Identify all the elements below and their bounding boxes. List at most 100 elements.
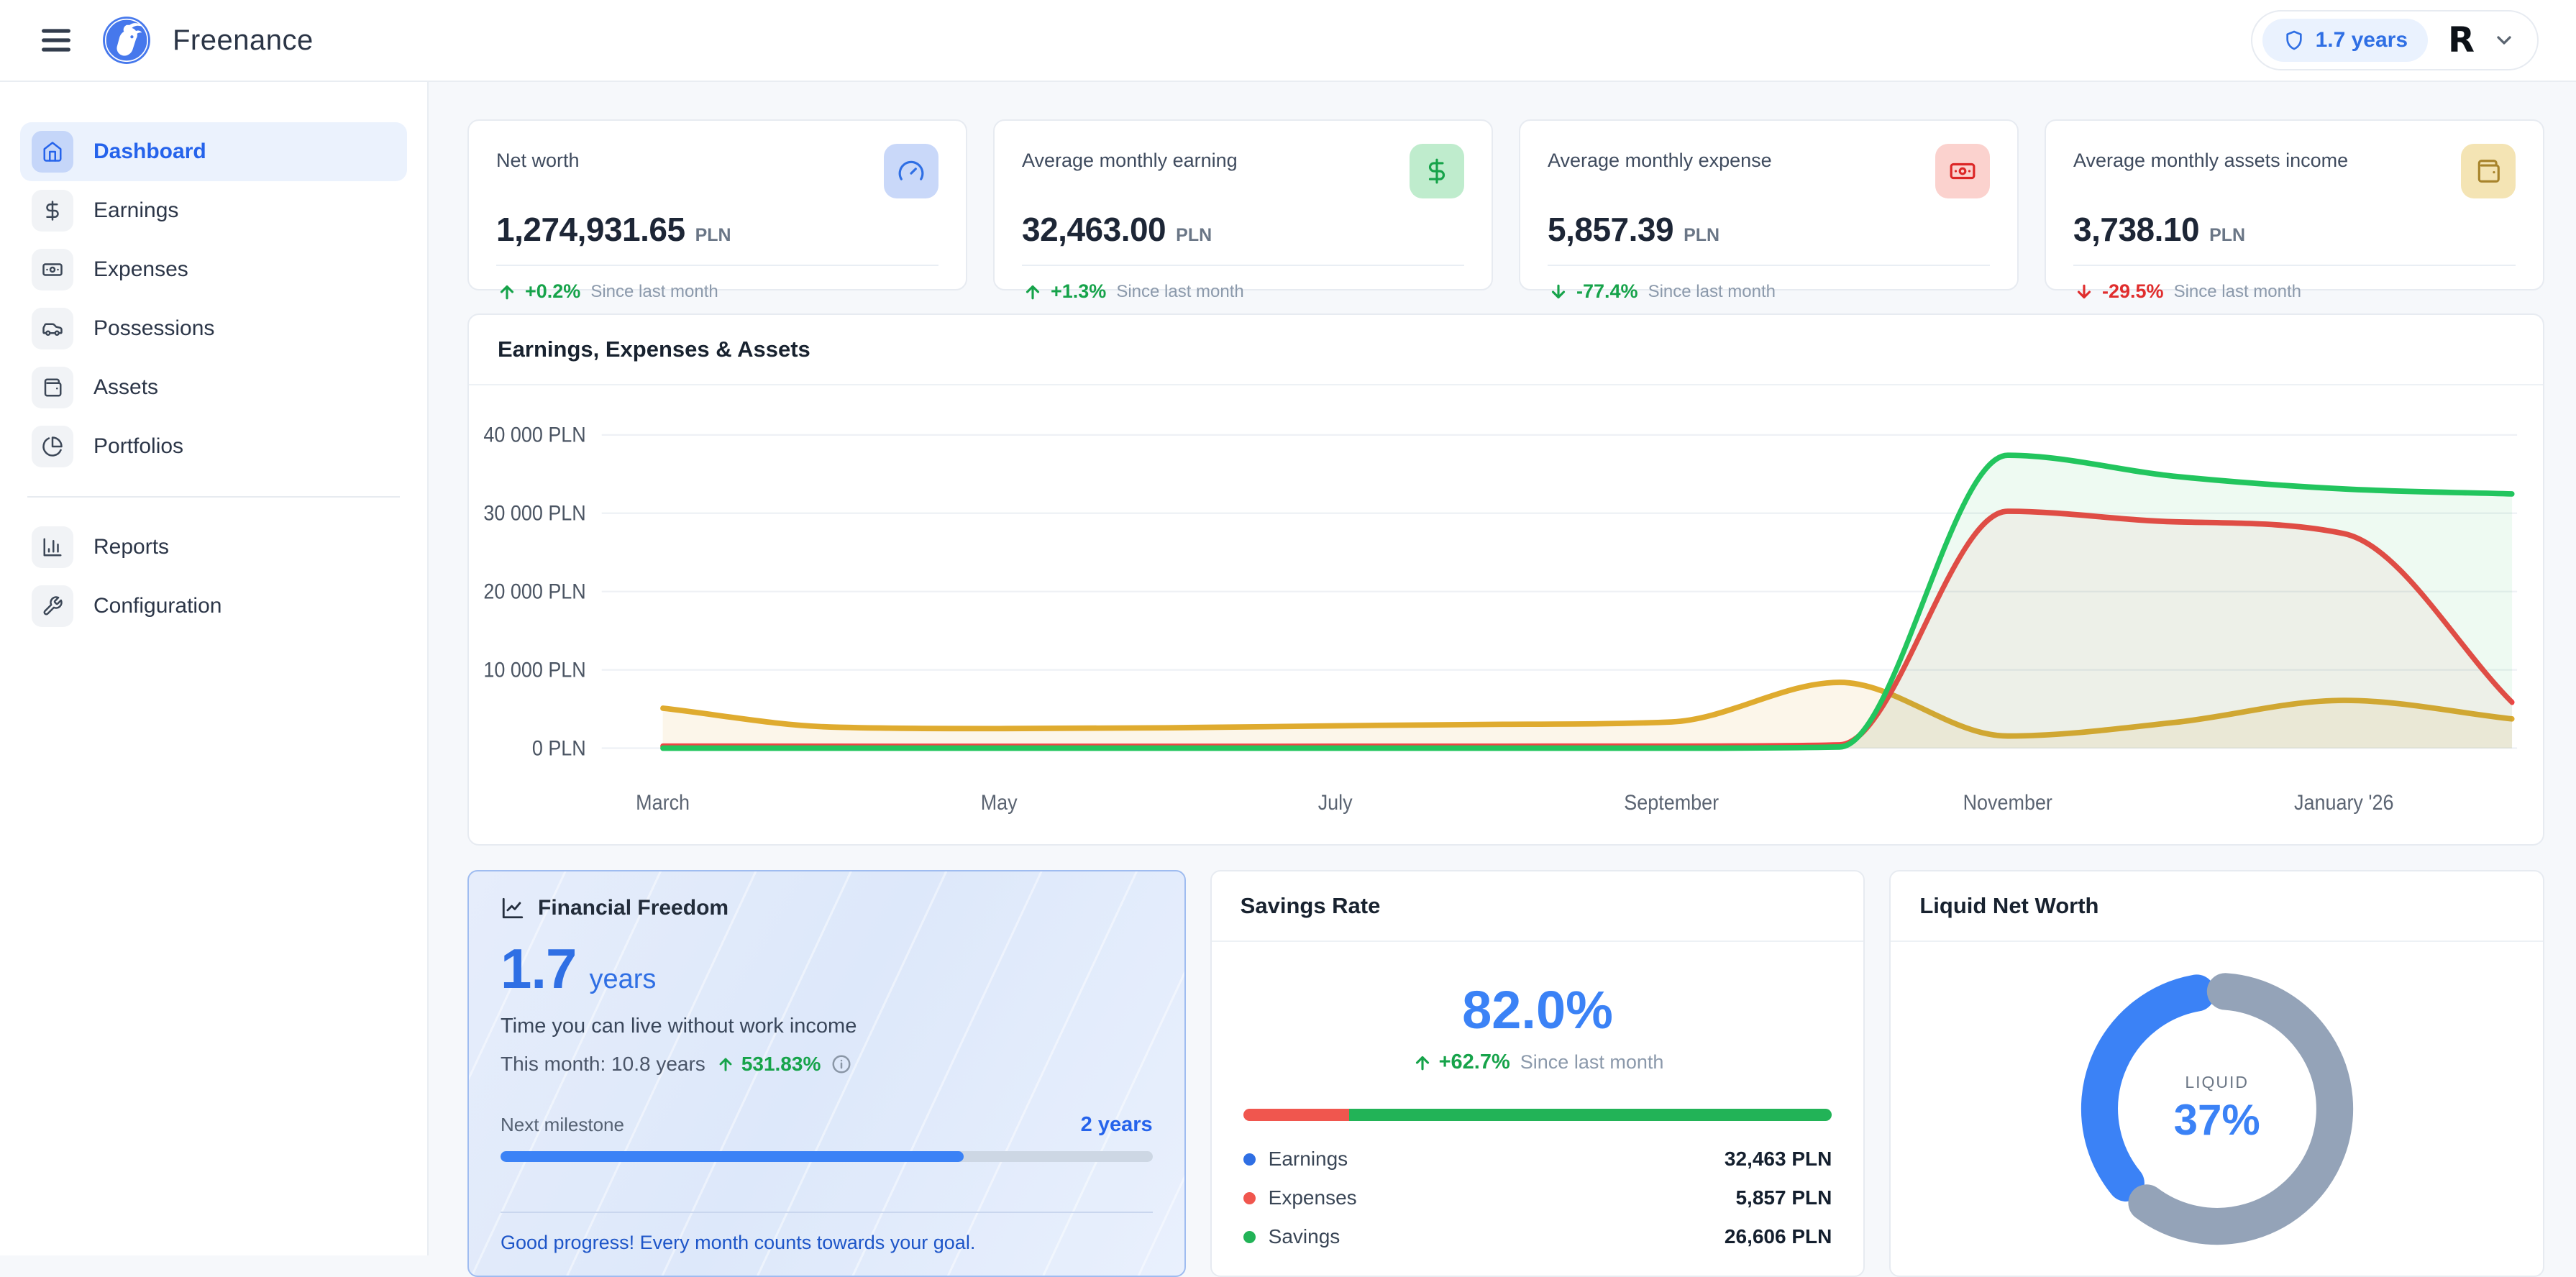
donut-center-value: 37% xyxy=(2173,1096,2260,1144)
stat-cards-row: Net worth 1,274,931.65 PLN +0.2% xyxy=(467,119,2544,302)
stat-value: 5,857.39 xyxy=(1548,211,1674,248)
savings-rate-value: 82.0% xyxy=(1462,980,1613,1040)
stat-currency: PLN xyxy=(1176,225,1212,245)
stat-note: Since last month xyxy=(1116,281,1244,301)
pie-chart-icon xyxy=(32,426,73,467)
stat-value: 1,274,931.65 xyxy=(496,211,685,248)
savings-rate-title: Savings Rate xyxy=(1240,893,1381,918)
this-month-delta: 531.83% xyxy=(741,1053,821,1075)
sidebar-item-label: Assets xyxy=(93,375,159,399)
legend-row-earnings: Earnings 32,463 PLN xyxy=(1243,1140,1832,1178)
stat-note: Since last month xyxy=(2173,281,2301,301)
sidebar-divider xyxy=(27,496,400,498)
svg-text:30 000 PLN: 30 000 PLN xyxy=(483,502,585,526)
stat-delta: -77.4% xyxy=(1576,280,1638,302)
financial-freedom-card[interactable]: Financial Freedom 1.7 years Time you can… xyxy=(467,870,1186,1277)
app-logo-goat-icon xyxy=(102,16,151,65)
arrow-down-icon xyxy=(1548,281,1569,303)
sidebar-item-label: Possessions xyxy=(93,316,215,340)
arrow-up-icon xyxy=(1412,1052,1433,1074)
stat-label: Average monthly expense xyxy=(1548,150,1772,171)
sidebar-item-configuration[interactable]: Configuration xyxy=(20,577,407,636)
avatar[interactable]: R xyxy=(2448,20,2475,60)
arrow-up-icon xyxy=(716,1054,736,1074)
financial-freedom-footer: Good progress! Every month counts toward… xyxy=(501,1232,976,1253)
gauge-icon xyxy=(884,144,938,198)
line-chart-icon xyxy=(501,896,525,920)
sidebar-item-label: Reports xyxy=(93,535,170,559)
wallet-icon xyxy=(2461,144,2516,198)
sidebar-item-label: Portfolios xyxy=(93,434,184,458)
sidebar-item-earnings[interactable]: Earnings xyxy=(20,181,407,240)
hamburger-menu-icon[interactable] xyxy=(37,22,75,59)
app-title: Freenance xyxy=(173,24,314,56)
bar-chart-icon xyxy=(32,526,73,568)
stat-value: 3,738.10 xyxy=(2073,211,2200,248)
stat-value: 32,463.00 xyxy=(1022,211,1166,248)
arrow-up-icon xyxy=(496,281,518,303)
chart-title: Earnings, Expenses & Assets xyxy=(498,337,810,362)
svg-text:January '26: January '26 xyxy=(2294,791,2393,815)
freedom-years-badge[interactable]: 1.7 years xyxy=(2262,19,2429,62)
stat-label: Average monthly assets income xyxy=(2073,150,2349,171)
info-icon[interactable] xyxy=(831,1053,852,1075)
line-chart: 0 PLN 10 000 PLN 20 000 PLN 30 000 PLN 40 00… xyxy=(469,385,2543,844)
divider xyxy=(2073,265,2516,266)
stat-card-net-worth: Net worth 1,274,931.65 PLN +0.2% xyxy=(467,119,967,302)
svg-text:0 PLN: 0 PLN xyxy=(532,736,586,760)
stat-currency: PLN xyxy=(695,225,731,245)
liquid-donut-chart: LIQUID 37% xyxy=(2060,952,2374,1265)
divider xyxy=(496,265,938,266)
app-header: Freenance 1.7 years R xyxy=(0,0,2576,82)
sidebar-item-label: Earnings xyxy=(93,198,179,222)
dollar-icon xyxy=(1410,144,1464,198)
this-month-value: This month: 10.8 years xyxy=(501,1053,705,1075)
home-icon xyxy=(32,131,73,173)
financial-freedom-unit: years xyxy=(589,964,657,994)
stat-currency: PLN xyxy=(2209,225,2246,245)
svg-text:July: July xyxy=(1318,791,1353,815)
sidebar: Dashboard Earnings Expenses Possessions … xyxy=(0,82,429,1255)
user-menu[interactable]: 1.7 years R xyxy=(2250,10,2539,70)
sidebar-item-assets[interactable]: Assets xyxy=(20,358,407,417)
milestone-progress-bar xyxy=(501,1151,1153,1162)
stat-delta: +0.2% xyxy=(525,280,581,302)
savings-rate-note: Since last month xyxy=(1520,1051,1664,1073)
divider xyxy=(1548,265,1990,266)
sidebar-item-portfolios[interactable]: Portfolios xyxy=(20,417,407,476)
liquid-net-worth-title: Liquid Net Worth xyxy=(1919,893,2099,918)
financial-freedom-value: 1.7 xyxy=(501,937,577,1000)
arrow-down-icon xyxy=(2073,281,2095,303)
expenses-dot-icon xyxy=(1243,1191,1256,1204)
svg-text:May: May xyxy=(981,791,1018,815)
stat-card-avg-assets-income: Average monthly assets income 3,738.10 P… xyxy=(2045,119,2544,302)
stat-card-avg-earning: Average monthly earning 32,463.00 PLN xyxy=(993,119,1493,302)
legend-label: Savings xyxy=(1268,1225,1340,1248)
stat-card-avg-expense: Average monthly expense 5,857.39 PLN xyxy=(1519,119,2019,302)
savings-dot-icon xyxy=(1243,1230,1256,1243)
stat-label: Average monthly earning xyxy=(1022,150,1238,171)
freedom-badge-label: 1.7 years xyxy=(2315,28,2408,52)
shield-icon xyxy=(2283,29,2306,52)
savings-rate-delta: +62.7% xyxy=(1438,1051,1510,1074)
legend-value: 5,857 PLN xyxy=(1735,1186,1832,1209)
stat-note: Since last month xyxy=(590,281,718,301)
sidebar-item-possessions[interactable]: Possessions xyxy=(20,299,407,358)
dollar-icon xyxy=(32,190,73,232)
sidebar-item-dashboard[interactable]: Dashboard xyxy=(20,122,407,181)
chevron-down-icon[interactable] xyxy=(2493,29,2516,52)
earnings-dot-icon xyxy=(1243,1153,1256,1166)
legend-value: 32,463 PLN xyxy=(1724,1148,1832,1170)
stat-note: Since last month xyxy=(1648,281,1776,301)
sidebar-item-reports[interactable]: Reports xyxy=(20,518,407,577)
divider xyxy=(1022,265,1464,266)
savings-legend: Earnings 32,463 PLN Expenses 5,857 PLN S… xyxy=(1243,1140,1832,1256)
sidebar-item-expenses[interactable]: Expenses xyxy=(20,240,407,299)
svg-text:November: November xyxy=(1963,791,2052,815)
svg-text:September: September xyxy=(1624,791,1719,815)
savings-composition-bar xyxy=(1243,1109,1832,1121)
stat-label: Net worth xyxy=(496,150,580,171)
milestone-target: 2 years xyxy=(1080,1113,1153,1136)
arrow-up-icon xyxy=(1022,281,1043,303)
banknote-icon xyxy=(1935,144,1990,198)
